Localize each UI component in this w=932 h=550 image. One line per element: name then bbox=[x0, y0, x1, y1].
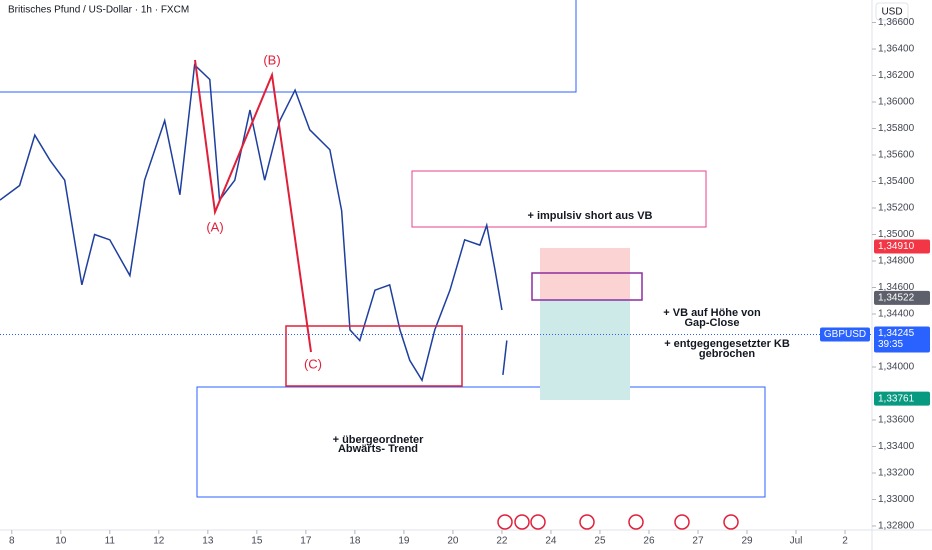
x-tick-label: 13 bbox=[202, 536, 214, 547]
plot-area bbox=[0, 63, 508, 383]
annotation: gebrochen bbox=[699, 348, 756, 360]
currency-button[interactable] bbox=[875, 2, 909, 21]
y-tick-label: 1,35400 bbox=[878, 176, 915, 187]
event-icon bbox=[723, 514, 739, 530]
x-tick-label: 10 bbox=[55, 536, 67, 547]
current-price-bg bbox=[874, 326, 930, 353]
zone-box bbox=[196, 386, 766, 498]
y-tick-label: 1,36600 bbox=[878, 17, 915, 28]
zone-box bbox=[411, 170, 707, 228]
y-tick-label: 1,33600 bbox=[878, 415, 915, 426]
x-tick-label: 29 bbox=[741, 536, 753, 547]
event-icon bbox=[530, 514, 546, 530]
wave-line bbox=[194, 59, 312, 353]
wave-label: (C) bbox=[304, 356, 322, 371]
currency[interactable]: USD bbox=[881, 7, 902, 18]
x-tick-label: 18 bbox=[349, 536, 361, 547]
wave-label: (A) bbox=[206, 219, 223, 234]
annotation: Abwärts- Trend bbox=[338, 443, 418, 455]
symbol-tag: GBPUSD bbox=[824, 329, 866, 340]
wave-label: (B) bbox=[263, 52, 280, 67]
y-tick-label: 1,34600 bbox=[878, 282, 915, 293]
x-tick-label: 22 bbox=[496, 536, 508, 547]
y-tick-label: 1,35800 bbox=[878, 123, 915, 134]
y-tick-label: 1,36400 bbox=[878, 44, 915, 55]
price-label: 1,33761 bbox=[878, 393, 915, 404]
annotation: Gap-Close bbox=[684, 317, 739, 329]
x-tick-label: 19 bbox=[398, 536, 410, 547]
x-tick-label: 17 bbox=[300, 536, 312, 547]
y-tick-label: 1,33200 bbox=[878, 468, 915, 479]
y-tick-label: 1,36000 bbox=[878, 97, 915, 108]
event-icon bbox=[579, 514, 595, 530]
price-line bbox=[0, 63, 503, 383]
x-tick-label: 25 bbox=[594, 536, 606, 547]
y-tick-label: 1,35600 bbox=[878, 150, 915, 161]
annotation: + VB auf Höhe von bbox=[663, 307, 761, 319]
x-tick-label: Jul bbox=[790, 536, 803, 547]
event-icon bbox=[514, 514, 530, 530]
x-tick-label: 2 bbox=[842, 536, 848, 547]
price-line bbox=[502, 340, 508, 376]
chart-title: Britisches Pfund / US-Dollar · 1h · FXCM bbox=[8, 5, 189, 16]
y-tick-label: 1,35200 bbox=[878, 203, 915, 214]
x-tick-label: 15 bbox=[251, 536, 263, 547]
y-tick-label: 1,35000 bbox=[878, 229, 915, 240]
event-icon bbox=[674, 514, 690, 530]
y-tick-label: 1,33000 bbox=[878, 494, 915, 505]
x-tick-label: 8 bbox=[9, 536, 15, 547]
symbol-tag-bg bbox=[820, 327, 870, 342]
zone-box bbox=[0, 0, 577, 93]
price-label: 1,34522 bbox=[878, 292, 915, 303]
zone-box bbox=[531, 272, 643, 301]
price-label-bg bbox=[874, 239, 930, 254]
event-icon bbox=[628, 514, 644, 530]
x-tick-label: 26 bbox=[643, 536, 655, 547]
target-zone bbox=[540, 299, 630, 400]
x-tick-label: 24 bbox=[545, 536, 557, 547]
countdown: 39:35 bbox=[878, 339, 903, 350]
annotation: + entgegengesetzter KB bbox=[664, 338, 790, 350]
x-tick-label: 11 bbox=[105, 536, 116, 547]
y-tick-label: 1,32800 bbox=[878, 521, 915, 532]
annotation: + übergeordneter bbox=[333, 434, 424, 446]
x-tick-label: 27 bbox=[692, 536, 704, 547]
price-label-bg bbox=[874, 391, 930, 406]
y-tick-label: 1,34000 bbox=[878, 362, 915, 373]
y-tick-label: 1,33400 bbox=[878, 441, 915, 452]
y-tick-label: 1,36200 bbox=[878, 70, 915, 81]
event-icon bbox=[497, 514, 513, 530]
annotation: + impulsiv short aus VB bbox=[527, 210, 652, 222]
zone-box bbox=[285, 325, 463, 387]
x-tick-label: 20 bbox=[447, 536, 459, 547]
price-label-bg bbox=[874, 290, 930, 305]
current-price-label: 1,34245 bbox=[878, 328, 915, 339]
y-tick-label: 1,34800 bbox=[878, 256, 915, 267]
y-tick-label: 1,34400 bbox=[878, 309, 915, 320]
price-label: 1,34910 bbox=[878, 241, 915, 252]
x-tick-label: 12 bbox=[153, 536, 165, 547]
